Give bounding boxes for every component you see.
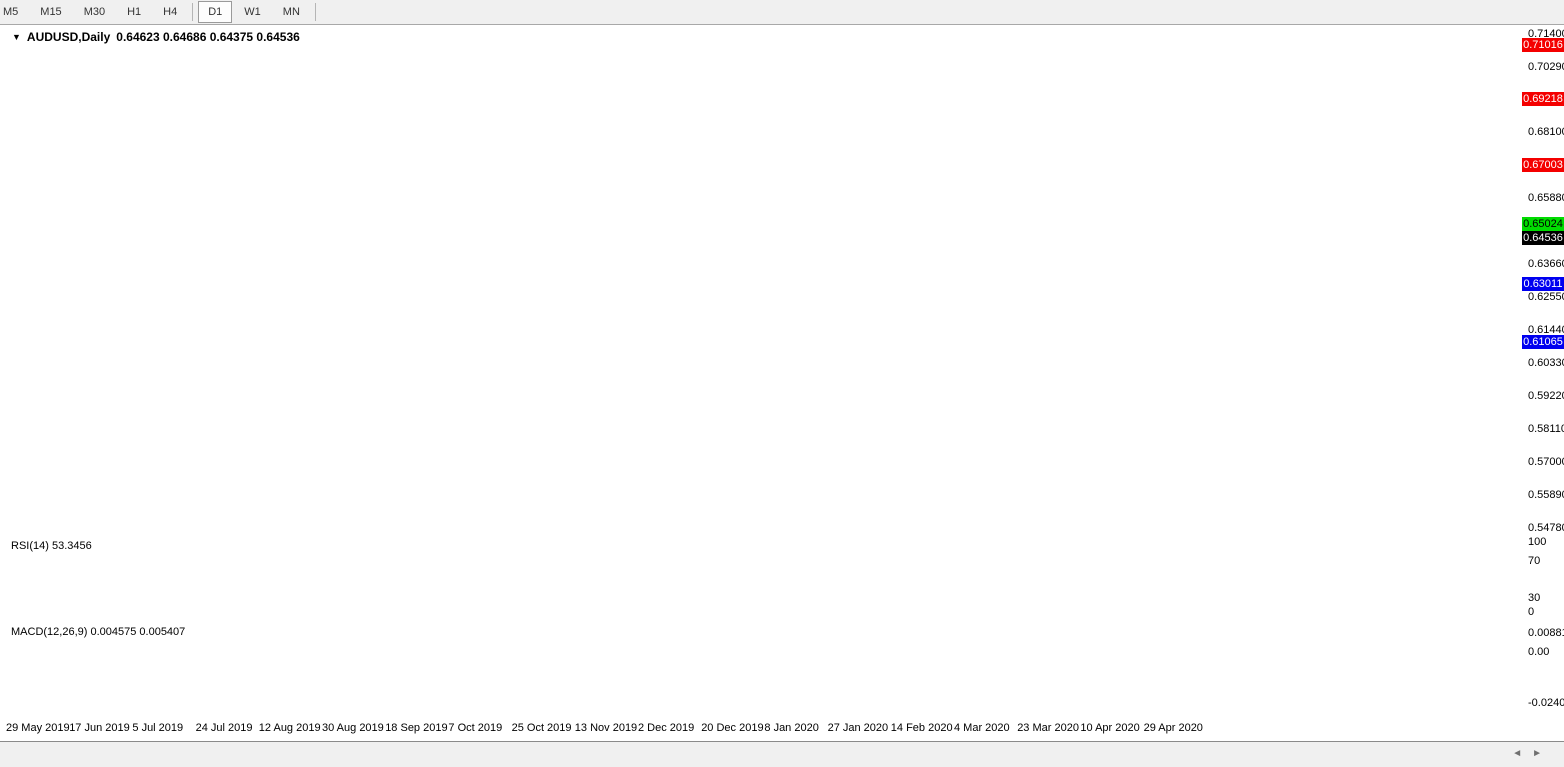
date-label: 29 May 2019 <box>6 722 70 734</box>
price-level-badge: 0.69218 <box>1522 91 1564 106</box>
chart-header: ▼ AUDUSD,Daily 0.64623 0.64686 0.64375 0… <box>12 30 300 44</box>
rsi-tick: 70 <box>1528 554 1541 567</box>
price-tick: 0.63660 <box>1528 257 1564 270</box>
chart-title: AUDUSD,Daily <box>26 30 111 44</box>
macd-tick: 0.00 <box>1528 645 1550 658</box>
price-level-badge: 0.71016 <box>1522 38 1564 53</box>
current-price-badge: 0.64536 <box>1522 231 1564 246</box>
date-label: 18 Sep 2019 <box>385 722 448 734</box>
date-label: 4 Mar 2020 <box>954 722 1010 734</box>
price-tick: 0.55890 <box>1528 489 1564 502</box>
price-tick: 0.58110 <box>1528 423 1564 436</box>
rsi-tick: 0 <box>1528 605 1535 618</box>
date-label: 2 Dec 2019 <box>638 722 695 734</box>
tab-scroll-left-icon[interactable]: ◄ <box>1512 748 1523 759</box>
date-label: 7 Oct 2019 <box>448 722 503 734</box>
price-tick: 0.59220 <box>1528 390 1564 402</box>
macd-tick: 0.008815 <box>1528 626 1564 639</box>
date-label: 8 Jan 2020 <box>764 722 819 734</box>
date-label: 24 Jul 2019 <box>195 722 253 734</box>
price-tick: 0.65880 <box>1528 191 1564 204</box>
price-tick: 0.62550 <box>1528 290 1564 303</box>
date-label: 13 Nov 2019 <box>574 722 638 734</box>
price-level-badge: 0.63011 <box>1522 276 1564 291</box>
price-level-badge: 0.61065 <box>1522 334 1564 349</box>
rsi-panel-label: RSI(14) 53.3456 <box>11 540 92 552</box>
date-label: 17 Jun 2019 <box>69 722 130 734</box>
chart-tab-bar: ◄ ► <box>0 741 1564 767</box>
date-label: 20 Dec 2019 <box>701 722 764 734</box>
price-tick: 0.54780 <box>1528 522 1564 535</box>
date-label: 27 Jan 2020 <box>827 722 889 734</box>
price-level-badge: 0.67003 <box>1522 157 1564 172</box>
rsi-tick: 30 <box>1528 591 1541 604</box>
date-label: 25 Oct 2019 <box>511 722 572 734</box>
tab-scroll-arrows: ◄ ► <box>1512 748 1542 759</box>
symbol-dropdown-icon[interactable]: ▼ <box>12 32 21 42</box>
date-label: 12 Aug 2019 <box>258 722 321 734</box>
macd-tick: -0.024082 <box>1528 696 1564 709</box>
date-label: 30 Aug 2019 <box>322 722 384 734</box>
price-tick: 0.70290 <box>1528 60 1564 73</box>
date-label: 14 Feb 2020 <box>890 722 953 734</box>
macd-panel-label: MACD(12,26,9) 0.004575 0.005407 <box>11 626 186 638</box>
tab-scroll-right-icon[interactable]: ► <box>1532 748 1542 759</box>
chart-ohlc-values: 0.64623 0.64686 0.64375 0.64536 <box>116 30 300 44</box>
price-tick: 0.61440 <box>1528 323 1564 336</box>
date-label: 23 Mar 2020 <box>1017 722 1079 734</box>
date-label: 5 Jul 2019 <box>132 722 184 734</box>
price-tick: 0.68100 <box>1528 125 1564 138</box>
price-tick: 0.60330 <box>1528 356 1564 369</box>
price-level-badge: 0.65024 <box>1522 216 1564 231</box>
price-tick: 0.57000 <box>1528 456 1564 469</box>
price-tick: 0.71400 <box>1528 27 1564 40</box>
date-label: 10 Apr 2020 <box>1080 722 1140 734</box>
rsi-tick: 100 <box>1528 535 1547 548</box>
date-label: 29 Apr 2020 <box>1143 722 1203 734</box>
